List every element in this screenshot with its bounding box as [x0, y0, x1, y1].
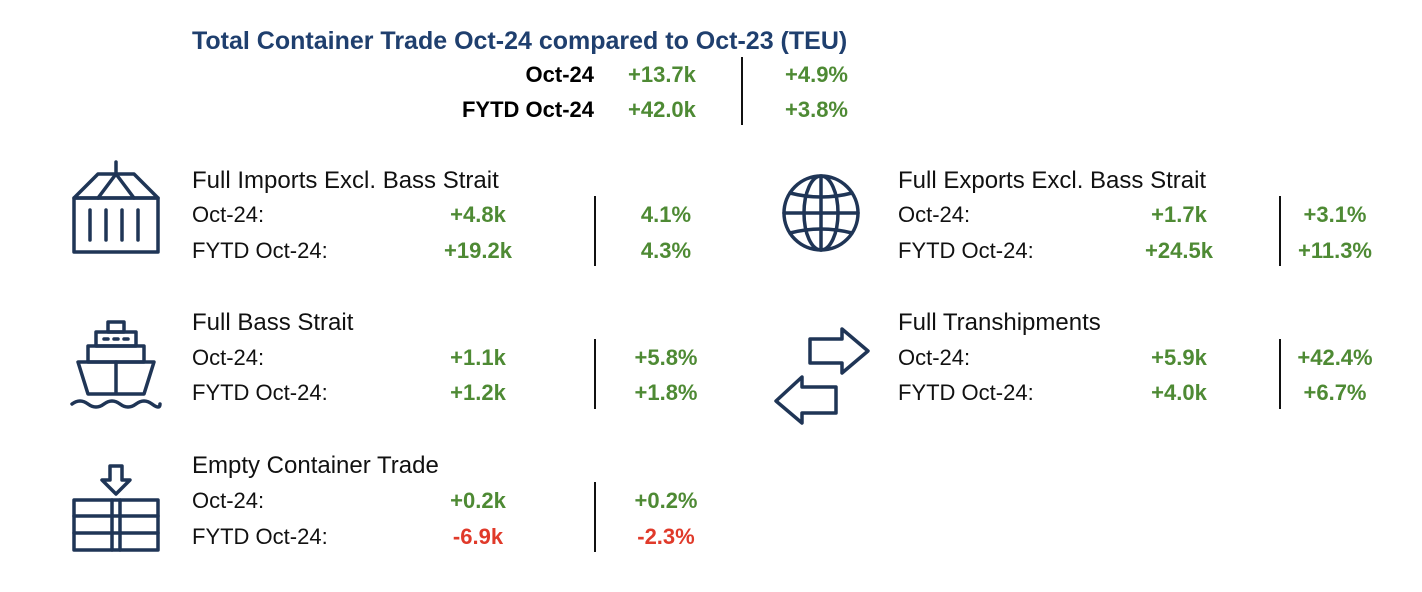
empty-value-month: +0.2k	[450, 488, 506, 513]
container-stack-icon	[70, 464, 162, 556]
imports-pct-fytd: 4.3%	[640, 238, 692, 263]
bass-pct-month: +5.8%	[634, 345, 698, 370]
empty-pct-month: +0.2%	[634, 488, 698, 513]
empty-title: Empty Container Trade	[192, 452, 439, 479]
bass-pct-fytd: +1.8%	[634, 380, 698, 405]
exports-value-month: +1.7k	[1151, 202, 1207, 227]
page-title: Total Container Trade Oct-24 compared to…	[192, 27, 848, 55]
exports-pct-fytd: +11.3%	[1297, 238, 1372, 263]
imports-divider	[594, 196, 596, 266]
imports-title: Full Imports Excl. Bass Strait	[192, 167, 499, 194]
exports-title: Full Exports Excl. Bass Strait	[898, 167, 1207, 194]
tranship-value-fytd: +4.0k	[1151, 380, 1207, 405]
tranship-label-fytd: FYTD Oct-24:	[898, 380, 1034, 405]
ship-icon	[70, 318, 162, 410]
globe-icon	[780, 168, 862, 258]
exports-pct-month: +3.1%	[1303, 202, 1367, 227]
exports-value-fytd: +24.5k	[1145, 238, 1213, 263]
container-crane-icon	[70, 160, 162, 256]
summary-value-fytd: +42.0k	[628, 97, 696, 122]
empty-value-fytd: -6.9k	[452, 524, 504, 549]
imports-label-month: Oct-24:	[192, 202, 265, 227]
empty-label-fytd: FYTD Oct-24:	[192, 524, 328, 549]
bass-title: Full Bass Strait	[192, 309, 354, 336]
bass-value-fytd: +1.2k	[450, 380, 506, 405]
imports-value-fytd: +19.2k	[444, 238, 512, 263]
empty-divider	[594, 482, 596, 552]
exports-divider	[1279, 196, 1281, 266]
tranship-label-month: Oct-24:	[898, 345, 971, 370]
imports-value-month: +4.8k	[450, 202, 506, 227]
summary-label-month: Oct-24	[525, 62, 594, 87]
bass-value-month: +1.1k	[450, 345, 506, 370]
summary-value-month: +13.7k	[628, 62, 696, 87]
imports-label-fytd: FYTD Oct-24:	[192, 238, 328, 263]
tranship-value-month: +5.9k	[1151, 345, 1207, 370]
summary-pct-month: +4.9%	[785, 62, 848, 87]
tranship-title: Full Transhipments	[898, 309, 1101, 336]
exports-label-fytd: FYTD Oct-24:	[898, 238, 1034, 263]
bass-divider	[594, 339, 596, 409]
empty-pct-fytd: -2.3%	[637, 524, 695, 549]
summary-divider	[741, 57, 743, 125]
empty-label-month: Oct-24:	[192, 488, 265, 513]
exports-label-month: Oct-24:	[898, 202, 971, 227]
bass-label-month: Oct-24:	[192, 345, 265, 370]
summary-label-fytd: FYTD Oct-24	[461, 97, 594, 122]
imports-pct-month: 4.1%	[640, 202, 692, 227]
summary-pct-fytd: +3.8%	[785, 97, 848, 122]
tranship-pct-month: +42.4%	[1297, 345, 1373, 370]
tranship-divider	[1279, 339, 1281, 409]
tranship-pct-fytd: +6.7%	[1303, 380, 1367, 405]
bass-label-fytd: FYTD Oct-24:	[192, 380, 328, 405]
exchange-arrows-icon	[772, 325, 872, 427]
